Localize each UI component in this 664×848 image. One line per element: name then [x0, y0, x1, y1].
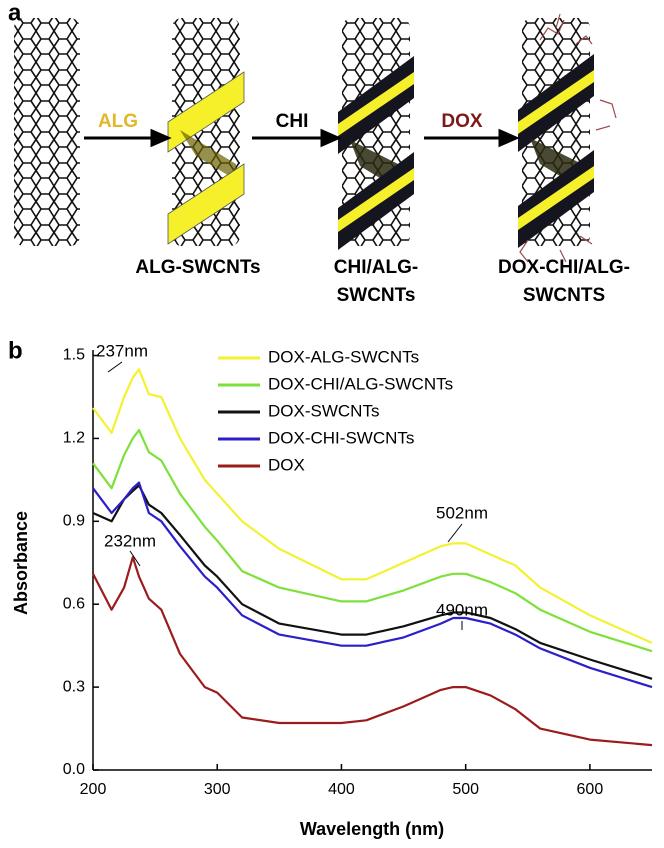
arrows [84, 131, 516, 145]
step-label: DOX [441, 111, 483, 132]
y-axis-label: Absorbance [11, 511, 31, 615]
series-line [93, 485, 652, 678]
legend-label: DOX-CHI/ALG-SWCNTs [268, 374, 453, 393]
y-tick-label: 1.5 [63, 347, 85, 364]
legend-label: DOX [268, 455, 305, 474]
step-label: CHI [276, 111, 309, 132]
annotation-pointer [108, 362, 122, 372]
panel-label: b [8, 337, 23, 364]
product-label: SWCNTS [523, 285, 605, 306]
y-tick-label: 0.0 [63, 761, 85, 778]
y-tick-label: 0.3 [63, 678, 85, 695]
x-tick-label: 300 [204, 781, 231, 798]
product-label: ALG-SWCNTs [135, 257, 260, 278]
annotation: 237nm [96, 341, 148, 360]
legend-label: DOX-ALG-SWCNTs [268, 347, 419, 366]
product-label: SWCNTs [337, 285, 416, 306]
x-tick-label: 200 [80, 781, 107, 798]
annotation: 232nm [104, 531, 156, 550]
panel-a: a [8, 0, 630, 306]
y-tick-label: 0.6 [63, 595, 85, 612]
annotation: 502nm [436, 503, 488, 522]
x-tick-label: 500 [452, 781, 479, 798]
legend-label: DOX-CHI-SWCNTs [268, 428, 414, 447]
x-tick-label: 600 [577, 781, 604, 798]
series-line [93, 483, 652, 687]
product-label: DOX-CHI/ALG- [498, 257, 630, 278]
y-tick-label: 1.2 [63, 430, 85, 447]
product-label: CHI/ALG- [334, 257, 418, 278]
annotation-pointer [448, 524, 462, 542]
y-tick-label: 0.9 [63, 513, 85, 530]
x-tick-label: 400 [328, 781, 355, 798]
figure: a [0, 0, 664, 843]
annotation: 490nm [436, 600, 488, 619]
x-axis-label: Wavelength (nm) [300, 819, 444, 839]
legend-label: DOX-SWCNTs [268, 401, 379, 420]
step-label: ALG [98, 111, 138, 132]
nanotube [14, 18, 80, 246]
